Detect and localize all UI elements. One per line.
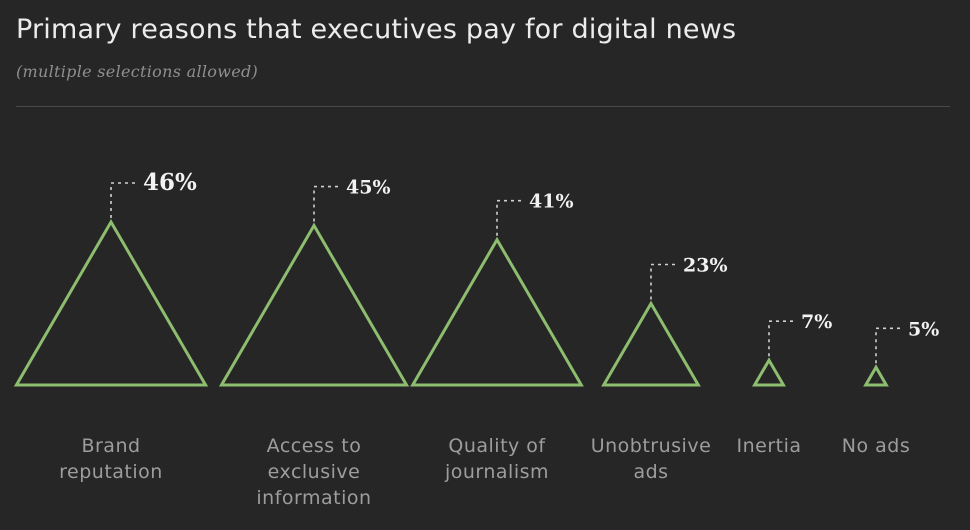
category-label-line: No ads bbox=[841, 435, 911, 457]
category-label: Inertia bbox=[679, 433, 859, 459]
category-label: Access to exclusive information bbox=[224, 433, 404, 511]
category-label: Brand reputation bbox=[21, 433, 201, 485]
chart-subtitle: (multiple selections allowed) bbox=[16, 62, 259, 81]
value-label: 45% bbox=[346, 177, 391, 199]
leader-line bbox=[650, 263, 677, 300]
triangle-mark bbox=[601, 300, 701, 387]
category-label-line: information bbox=[256, 487, 372, 509]
category-label-line: Access to bbox=[266, 435, 362, 457]
triangle-mark bbox=[863, 364, 889, 387]
category-label: Unobtrusive ads bbox=[561, 433, 741, 485]
category-label-line: Inertia bbox=[736, 435, 802, 457]
category-label-line: Unobtrusive bbox=[590, 435, 712, 457]
leader-line bbox=[313, 185, 340, 222]
leader-line bbox=[768, 320, 795, 357]
category-label: Quality of journalism bbox=[407, 433, 587, 485]
title-divider bbox=[16, 106, 950, 107]
category-label-line: ads bbox=[633, 461, 669, 483]
triangle-mark bbox=[410, 236, 584, 387]
leader-line bbox=[110, 182, 137, 218]
leader-line bbox=[496, 199, 523, 236]
value-label: 41% bbox=[529, 191, 574, 213]
value-label: 46% bbox=[143, 169, 197, 196]
category-label-line: journalism bbox=[444, 461, 550, 483]
category-label-line: reputation bbox=[59, 461, 163, 483]
value-label: 23% bbox=[683, 255, 728, 277]
triangle-mark bbox=[13, 219, 209, 387]
triangle-mark bbox=[218, 222, 410, 387]
category-label-line: Quality of bbox=[448, 435, 546, 457]
value-label: 7% bbox=[801, 311, 832, 333]
category-label: No ads bbox=[786, 433, 966, 459]
leader-line bbox=[875, 327, 902, 364]
chart-title: Primary reasons that executives pay for … bbox=[16, 14, 737, 45]
category-label-line: Brand bbox=[81, 435, 141, 457]
triangle-mark bbox=[752, 357, 786, 387]
category-label-line: exclusive bbox=[267, 461, 361, 483]
value-label: 5% bbox=[908, 318, 939, 340]
